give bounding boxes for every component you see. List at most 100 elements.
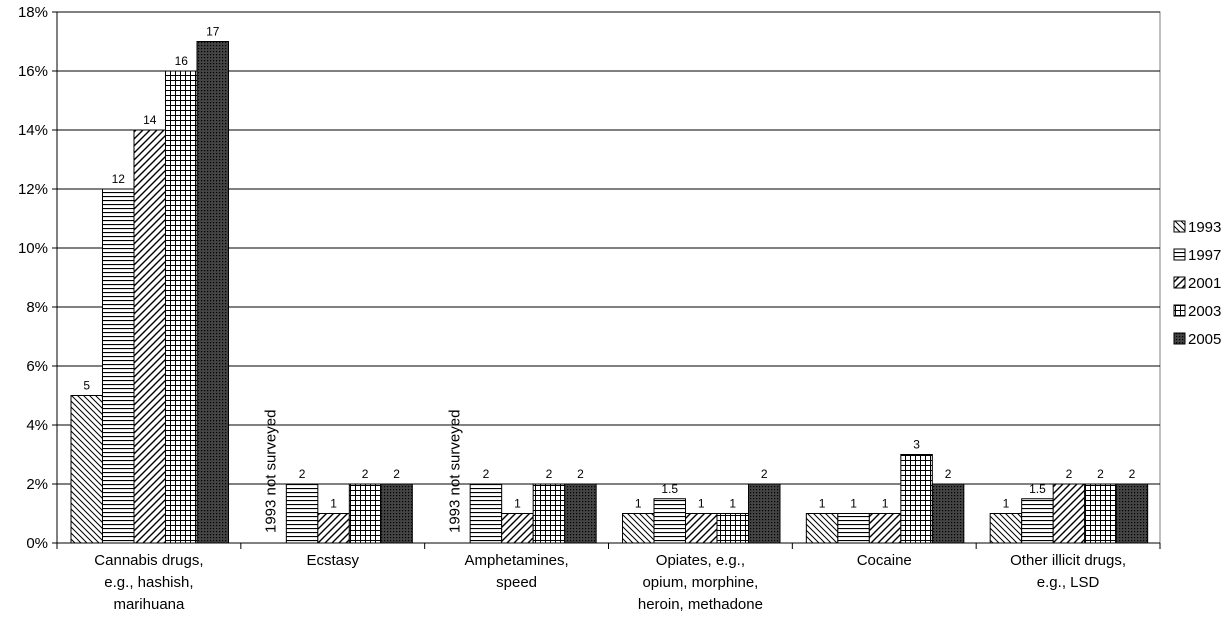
bar-1997 xyxy=(653,498,686,544)
y-tick-label: 12% xyxy=(18,181,48,198)
data-label: 1 xyxy=(819,497,826,511)
legend-item-1993: 1993 xyxy=(1173,219,1221,236)
data-label: 2 xyxy=(1066,467,1073,481)
data-label: 16 xyxy=(175,54,189,68)
category-label: Amphetamines, speed xyxy=(464,552,568,591)
bar-2001 xyxy=(868,513,902,544)
data-label: 1 xyxy=(514,497,521,511)
data-label: 2 xyxy=(299,467,306,481)
legend-swatch xyxy=(1173,220,1186,233)
bar-2003 xyxy=(532,483,566,544)
bar-2003 xyxy=(348,483,382,544)
bar-1997 xyxy=(102,188,135,544)
bar-2003 xyxy=(1084,483,1117,544)
y-tick-label: 18% xyxy=(18,4,48,21)
bar-2005 xyxy=(1115,483,1149,544)
category-label-line: opium, morphine, xyxy=(642,574,758,591)
category-label-line: Cannabis drugs, xyxy=(94,552,203,569)
not-surveyed-note: 1993 not surveyed xyxy=(446,410,463,533)
category-label-line: Other illicit drugs, xyxy=(1010,552,1126,569)
data-label: 2 xyxy=(362,467,369,481)
data-label: 2 xyxy=(1129,467,1136,481)
legend: 1993 1997 2001 2003 2005 xyxy=(1173,219,1221,348)
category-label: Opiates, e.g., opium, morphine, heroin, me… xyxy=(638,552,763,613)
category-label-line: e.g., LSD xyxy=(1037,574,1100,591)
bar-2001 xyxy=(133,129,166,544)
axes xyxy=(56,12,1161,549)
data-label: 12 xyxy=(112,172,126,186)
bar-1997 xyxy=(837,513,870,544)
data-label: 2 xyxy=(577,467,584,481)
bar-2003 xyxy=(165,70,198,544)
legend-swatch xyxy=(1173,248,1186,261)
legend-item-2005: 2005 xyxy=(1173,331,1221,348)
data-label: 2 xyxy=(761,467,768,481)
legend-swatch xyxy=(1173,332,1186,345)
legend-label: 2003 xyxy=(1188,303,1221,320)
category-label-line: marihuana xyxy=(113,596,185,613)
bar-1997 xyxy=(469,483,503,544)
y-tick-label: 4% xyxy=(26,417,48,434)
data-label: 2 xyxy=(546,467,553,481)
data-label: 1 xyxy=(635,497,642,511)
category-label-line: speed xyxy=(496,574,537,591)
bar-1997 xyxy=(1021,498,1054,544)
legend-swatch xyxy=(1173,304,1186,317)
annotations: 1993 not surveyed 1993 not surveyed xyxy=(263,410,464,533)
y-tick-label: 2% xyxy=(26,476,48,493)
category-label-line: e.g., hashish, xyxy=(104,574,193,591)
legend-label: 1997 xyxy=(1188,247,1221,264)
not-surveyed-note: 1993 not surveyed xyxy=(263,410,280,533)
bar-2001 xyxy=(317,513,350,544)
y-tick-label: 14% xyxy=(18,122,48,139)
y-tick-label: 16% xyxy=(18,63,48,80)
y-tick-label: 0% xyxy=(26,535,48,552)
legend-item-1997: 1997 xyxy=(1173,247,1221,264)
data-label: 1 xyxy=(882,497,889,511)
bar-2001 xyxy=(501,513,534,544)
bar-2005 xyxy=(748,483,781,544)
legend-item-2001: 2001 xyxy=(1173,275,1221,292)
category-label-line: Opiates, e.g., xyxy=(656,552,745,569)
data-label: 1 xyxy=(1003,497,1010,511)
category-label-line: Cocaine xyxy=(857,552,912,569)
data-label: 2 xyxy=(483,467,490,481)
data-label: 5 xyxy=(83,379,90,393)
bar-2005 xyxy=(196,41,229,544)
data-label: 2 xyxy=(1097,467,1104,481)
y-axis-ticks: 0% 2% 4% 6% 8% 10% 12% 14% 16% 18% xyxy=(18,4,57,552)
bar-2001 xyxy=(1052,483,1086,544)
data-label: 1.5 xyxy=(1029,482,1046,496)
x-axis-categories: Cannabis drugs, e.g., hashish, marihuana Ec… xyxy=(94,552,1126,613)
category-label: Cannabis drugs, e.g., hashish, marihuana xyxy=(94,552,203,613)
data-label: 1.5 xyxy=(661,482,678,496)
y-tick-label: 6% xyxy=(26,358,48,375)
legend-item-2003: 2003 xyxy=(1173,303,1221,320)
data-label: 1 xyxy=(850,497,857,511)
bar-2001 xyxy=(685,513,718,544)
y-tick-label: 10% xyxy=(18,240,48,257)
category-label-line: Ecstasy xyxy=(306,552,359,569)
category-label: Other illicit drugs, e.g., LSD xyxy=(1010,552,1126,591)
legend-swatch xyxy=(1173,276,1186,289)
data-label: 1 xyxy=(330,497,337,511)
legend-label: 2001 xyxy=(1188,275,1221,292)
data-label: 2 xyxy=(945,467,952,481)
category-label-line: Amphetamines, xyxy=(464,552,568,569)
bar-2003 xyxy=(716,513,749,544)
category-label-line: heroin, methadone xyxy=(638,596,763,613)
bar-2005 xyxy=(380,483,413,544)
bars xyxy=(70,41,1149,544)
data-label: 14 xyxy=(143,113,157,127)
category-label: Cocaine xyxy=(857,552,912,569)
data-label: 2 xyxy=(393,467,400,481)
legend-label: 1993 xyxy=(1188,219,1221,236)
bar-2003 xyxy=(900,454,933,544)
bar-2005 xyxy=(564,483,597,544)
data-label: 3 xyxy=(913,438,920,452)
y-tick-label: 8% xyxy=(26,299,48,316)
bar-2005 xyxy=(931,483,965,544)
data-label: 1 xyxy=(729,497,736,511)
